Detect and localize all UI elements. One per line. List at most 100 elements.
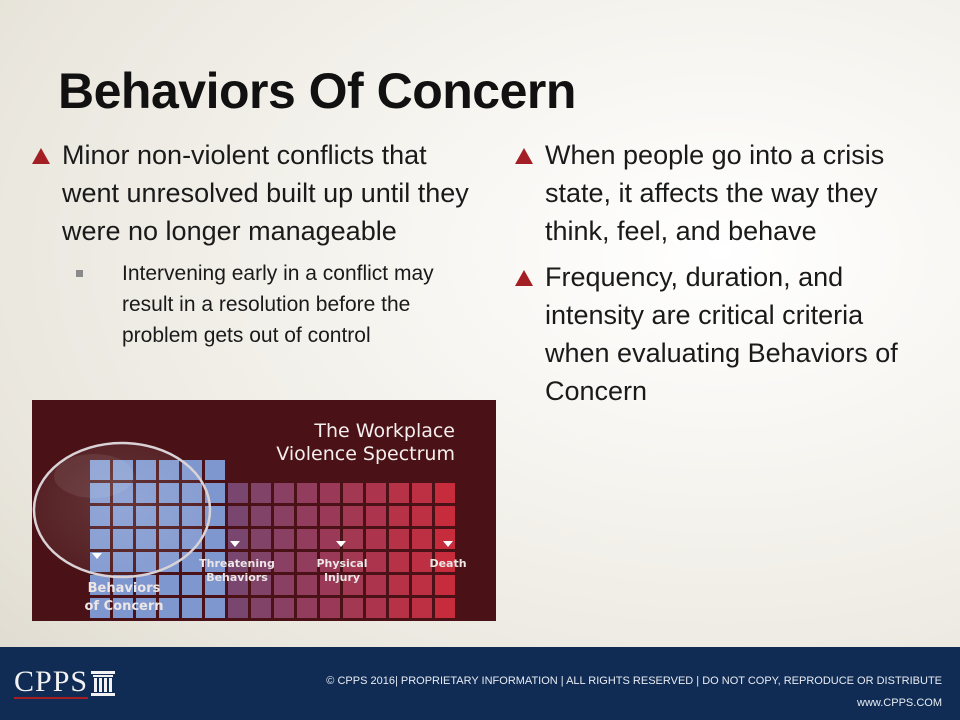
- spectrum-cell: [435, 552, 455, 572]
- spectrum-cell: [297, 529, 317, 549]
- spectrum-cell: [412, 552, 432, 572]
- logo-text: CPPS: [14, 665, 89, 699]
- spectrum-cell: [343, 506, 363, 526]
- spectrum-cell: [228, 575, 248, 595]
- spectrum-cell: [412, 506, 432, 526]
- bullet-item: Minor non-violent conflicts that went un…: [30, 136, 490, 250]
- spectrum-cell: [228, 483, 248, 503]
- spectrum-cell: [435, 598, 455, 618]
- square-bullet-icon: [76, 270, 83, 277]
- bullet-text: Minor non-violent conflicts that went un…: [62, 140, 469, 246]
- spectrum-cell: [205, 575, 225, 595]
- triangle-bullet-icon: [515, 270, 533, 286]
- spectrum-cell: [366, 598, 386, 618]
- bullet-item: Frequency, duration, and intensity are c…: [513, 258, 933, 410]
- copyright-text: © CPPS 2016| PROPRIETARY INFORMATION | A…: [326, 675, 942, 687]
- spectrum-cell: [205, 483, 225, 503]
- spectrum-cell: [274, 529, 294, 549]
- triangle-bullet-icon: [32, 148, 50, 164]
- spectrum-cell: [389, 506, 409, 526]
- spectrum-cell: [343, 575, 363, 595]
- spectrum-cell: [274, 483, 294, 503]
- spectrum-cell: [136, 598, 156, 618]
- spectrum-cell: [159, 575, 179, 595]
- spectrum-cell: [228, 506, 248, 526]
- spectrum-cell: [343, 552, 363, 572]
- spectrum-cell: [389, 598, 409, 618]
- spectrum-cell: [205, 460, 225, 480]
- label-physical-line2: Injury: [324, 571, 360, 584]
- spectrum-cell: [366, 483, 386, 503]
- spectrum-cell: [343, 598, 363, 618]
- spectrum-cell: [159, 598, 179, 618]
- spectrum-title-line2: Violence Spectrum: [276, 443, 455, 465]
- arrow-down-icon: [92, 553, 102, 559]
- right-column: When people go into a crisis state, it a…: [513, 136, 933, 418]
- label-threatening-line2: Behaviors: [206, 571, 268, 584]
- violence-spectrum-graphic: The Workplace Violence Spectrum Threaten…: [32, 400, 496, 621]
- magnifier-lens: [32, 441, 212, 579]
- label-behaviors-line1: Behaviors: [88, 581, 161, 596]
- spectrum-cell: [228, 529, 248, 549]
- spectrum-cell: [412, 575, 432, 595]
- spectrum-cell: [251, 598, 271, 618]
- spectrum-cell: [320, 598, 340, 618]
- spectrum-cell: [389, 483, 409, 503]
- spectrum-cell: [343, 529, 363, 549]
- spectrum-cell: [228, 598, 248, 618]
- lens-highlight: [54, 454, 134, 498]
- spectrum-cell: [320, 483, 340, 503]
- spectrum-cell: [251, 529, 271, 549]
- spectrum-cell: [113, 598, 133, 618]
- footer-bar: CPPS © CPPS 2016| PROPRIETARY INFORMATIO…: [0, 647, 960, 720]
- spectrum-cell: [320, 506, 340, 526]
- spectrum-cell: [136, 575, 156, 595]
- spectrum-cell: [297, 575, 317, 595]
- slide-title: Behaviors Of Concern: [58, 63, 576, 119]
- label-death: Death: [429, 557, 466, 570]
- spectrum-cell: [251, 552, 271, 572]
- sub-bullet-item: Intervening early in a conflict may resu…: [76, 258, 490, 351]
- spectrum-cell: [205, 598, 225, 618]
- spectrum-cell: [435, 506, 455, 526]
- spectrum-cell: [251, 483, 271, 503]
- spectrum-cell: [389, 529, 409, 549]
- sub-bullet-text: Intervening early in a conflict may resu…: [122, 262, 434, 347]
- spectrum-cell: [274, 575, 294, 595]
- spectrum-cell: [90, 575, 110, 595]
- spectrum-cell: [412, 483, 432, 503]
- left-column: Minor non-violent conflicts that went un…: [30, 136, 490, 351]
- website-link[interactable]: www.CPPS.COM: [857, 697, 942, 709]
- spectrum-cell: [435, 575, 455, 595]
- spectrum-cell: [366, 552, 386, 572]
- spectrum-cell: [205, 552, 225, 572]
- spectrum-cell: [297, 552, 317, 572]
- bullet-item: When people go into a crisis state, it a…: [513, 136, 933, 250]
- label-physical-line1: Physical: [316, 557, 367, 570]
- column-logo-icon: [91, 671, 116, 696]
- spectrum-cell: [251, 575, 271, 595]
- spectrum-cell: [182, 575, 202, 595]
- arrow-down-icon: [443, 541, 453, 547]
- spectrum-cell: [205, 529, 225, 549]
- spectrum-cell: [435, 483, 455, 503]
- spectrum-cell: [412, 529, 432, 549]
- bullet-text: Frequency, duration, and intensity are c…: [545, 262, 898, 406]
- spectrum-cell: [274, 506, 294, 526]
- spectrum-cell: [412, 598, 432, 618]
- label-behaviors-line2: of Concern: [84, 599, 163, 614]
- spectrum-cell: [251, 506, 271, 526]
- spectrum-svg: The Workplace Violence Spectrum Threaten…: [32, 420, 467, 618]
- cpps-logo: CPPS: [14, 665, 116, 699]
- arrow-down-icon: [230, 541, 240, 547]
- marker-arrows: [92, 541, 453, 559]
- spectrum-cell: [389, 552, 409, 572]
- spectrum-cell: [343, 483, 363, 503]
- spectrum-cell: [320, 529, 340, 549]
- spectrum-cell: [320, 552, 340, 572]
- spectrum-cell: [228, 552, 248, 572]
- spectrum-cell: [113, 575, 133, 595]
- spectrum-cell: [366, 575, 386, 595]
- spectrum-title-line1: The Workplace: [313, 420, 455, 442]
- arrow-down-icon: [336, 541, 346, 547]
